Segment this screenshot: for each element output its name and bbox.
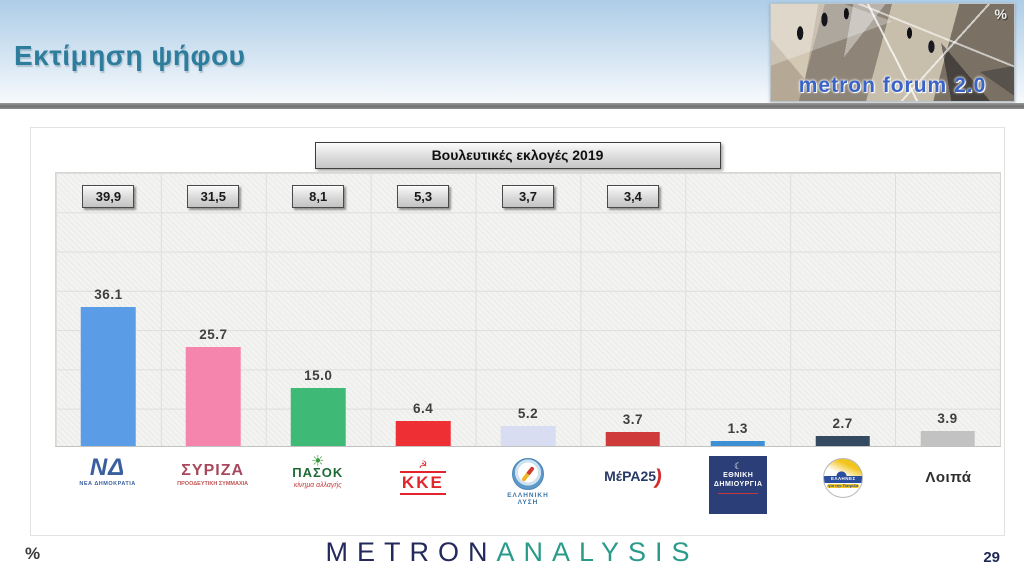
bar-value-label: 1.3 — [727, 421, 748, 436]
ethniki-dimiourgia-line2: ΔΗΜΙΟΥΡΓΙΑ — [713, 481, 763, 489]
pasok-caption: κίνημα αλλαγής — [293, 481, 342, 489]
election-2019-cell-4: 3,7 — [476, 185, 581, 208]
party-ellines: ΕΛΛΗΝΕΣ για την Πατρίδα — [791, 456, 896, 535]
page-title: Εκτίμηση ψήφου — [14, 40, 246, 71]
brand-analysis: ANALYSIS — [496, 537, 699, 567]
compass-icon — [511, 458, 544, 490]
party-ethniki-dimiourgia: ☾ ΕΘΝΙΚΗ ΔΗΜΙΟΥΡΓΙΑ — [686, 456, 791, 535]
party-mera25: ΜέΡΑ25) — [581, 456, 686, 535]
bar-value-label: 3.7 — [622, 412, 644, 427]
nea-dimokratia-logo: ΝΔ — [89, 454, 126, 481]
hammer-sickle-icon: ☭ — [418, 460, 428, 471]
chart-panel: Βουλευτικές εκλογές 2019 39,9 31,5 8,1 5,3 3… — [30, 127, 1005, 536]
syriza-logo: ΣΥΡΙΖΑ — [181, 462, 245, 479]
page-number: 29 — [983, 549, 1000, 566]
election-2019-cell-0: 39,9 — [56, 185, 161, 208]
elliniki-lysi-line2: ΛΥΣΗ — [517, 499, 539, 507]
party-kke: ☭ ΚΚΕ — [370, 456, 475, 535]
brand-metron: METRON — [325, 537, 497, 567]
bar-1 — [186, 347, 241, 446]
election-2019-title-box: Βουλευτικές εκλογές 2019 — [314, 142, 721, 169]
chart-column-7: 2.7 — [790, 173, 895, 446]
chart-column-2: 15.0 — [266, 173, 371, 446]
election-2019-cell-5: 3,4 — [580, 185, 685, 208]
party-nea-dimokratia: ΝΔ ΝΕΑ ΔΗΜΟΚΡΑΤΙΑ — [55, 456, 160, 535]
swoosh-icon: ) — [653, 465, 665, 490]
bar-value-label: 6.4 — [412, 401, 434, 416]
bar-0 — [81, 307, 136, 446]
party-syriza: ΣΥΡΙΖΑ ΠΡΟΟΔΕΥΤΙΚΗ ΣΥΜΜΑΧΙΑ — [160, 456, 265, 535]
loipa-label: Λοιπά — [925, 469, 972, 486]
chart-column-6: 1.3 — [685, 173, 790, 446]
metron-forum-logo-text: metron forum 2.0 — [798, 74, 987, 97]
ellines-banner: ΕΛΛΗΝΕΣ — [824, 476, 863, 483]
election-2019-value-box: 31,5 — [187, 185, 240, 208]
bar-3 — [395, 421, 451, 446]
election-2019-cell-1: 31,5 — [161, 185, 266, 208]
ethniki-dimiourgia-line1: ΕΘΝΙΚΗ — [723, 472, 754, 479]
ellines-logo: ΕΛΛΗΝΕΣ για την Πατρίδα — [823, 458, 864, 498]
bar-value-label: 2.7 — [832, 416, 853, 431]
party-loipa: Λοιπά — [896, 456, 1001, 535]
bird-emblem-icon: ☾ — [734, 461, 743, 471]
red-divider — [718, 493, 759, 495]
percent-footnote: % — [25, 544, 41, 563]
bar-chart-plot-area: 39,9 31,5 8,1 5,3 3,7 3,4 36.1 25.7 15.0 6.4 5.2 3… — [55, 172, 1001, 447]
pasok-logo: ΠΑΣΟΚ — [292, 465, 344, 481]
header-divider — [0, 103, 1024, 109]
slide-header: Εκτίμηση ψήφου % metron forum 2.0 — [0, 0, 1024, 103]
elliniki-lysi-line1: ΕΛΛΗΝΙΚΗ — [507, 492, 549, 499]
party-elliniki-lysi: ΕΛΛΗΝΙΚΗ ΛΥΣΗ — [475, 456, 580, 535]
percent-icon: % — [994, 6, 1007, 22]
election-2019-value-box: 3,7 — [502, 185, 554, 208]
bar-8 — [920, 431, 975, 446]
bar-6 — [710, 441, 766, 446]
party-pasok: ☀ ΠΑΣΟΚ κίνημα αλλαγής — [265, 453, 370, 535]
syriza-caption: ΠΡΟΟΔΕΥΤΙΚΗ ΣΥΜΜΑΧΙΑ — [177, 480, 249, 487]
bar-5 — [605, 432, 661, 446]
chart-column-1: 25.7 — [161, 173, 266, 446]
kke-logo: ΚΚΕ — [399, 471, 446, 495]
bar-7 — [815, 436, 870, 446]
election-2019-value-box: 8,1 — [292, 185, 345, 208]
chart-column-4: 5.2 — [476, 173, 581, 446]
metron-forum-logo: % metron forum 2.0 — [770, 3, 1015, 102]
election-2019-cell-2: 8,1 — [266, 185, 371, 208]
election-2019-values-row: 39,9 31,5 8,1 5,3 3,7 3,4 — [56, 185, 1000, 208]
metron-analysis-logo: METRONANALYSIS — [0, 537, 1024, 568]
compass-needle-icon — [521, 466, 535, 482]
bar-value-label: 3.9 — [937, 411, 958, 426]
party-logos-row: ΝΔ ΝΕΑ ΔΗΜΟΚΡΑΤΙΑ ΣΥΡΙΖΑ ΠΡΟΟΔΕΥΤΙΚΗ ΣΥΜ… — [55, 447, 1001, 535]
bar-value-label: 5.2 — [517, 406, 539, 421]
ellines-ribbon: για την Πατρίδα — [827, 483, 860, 489]
plot-columns: 36.1 25.7 15.0 6.4 5.2 3.7 1.3 2.7 3.9 — [56, 173, 1000, 446]
chart-column-0: 36.1 — [56, 173, 161, 446]
mera25-logo: ΜέΡΑ25 — [604, 468, 657, 484]
bar-value-label: 36.1 — [94, 287, 123, 302]
chart-column-8: 3.9 — [895, 173, 1000, 446]
sunburst-icon: ☀ — [311, 453, 325, 470]
election-2019-value-box: 3,4 — [606, 185, 659, 208]
nea-dimokratia-caption: ΝΕΑ ΔΗΜΟΚΡΑΤΙΑ — [79, 481, 136, 487]
ethniki-dimiourgia-logo: ☾ ΕΘΝΙΚΗ ΔΗΜΙΟΥΡΓΙΑ — [709, 456, 768, 514]
bar-2 — [290, 388, 346, 446]
election-2019-cell-3: 5,3 — [371, 185, 476, 208]
chart-column-3: 6.4 — [371, 173, 476, 446]
election-2019-value-box: 5,3 — [397, 185, 450, 208]
chart-column-5: 3.7 — [580, 173, 685, 446]
bar-4 — [500, 426, 556, 446]
bar-value-label: 25.7 — [199, 327, 228, 342]
election-2019-value-box: 39,9 — [82, 185, 135, 208]
bar-value-label: 15.0 — [304, 368, 333, 383]
